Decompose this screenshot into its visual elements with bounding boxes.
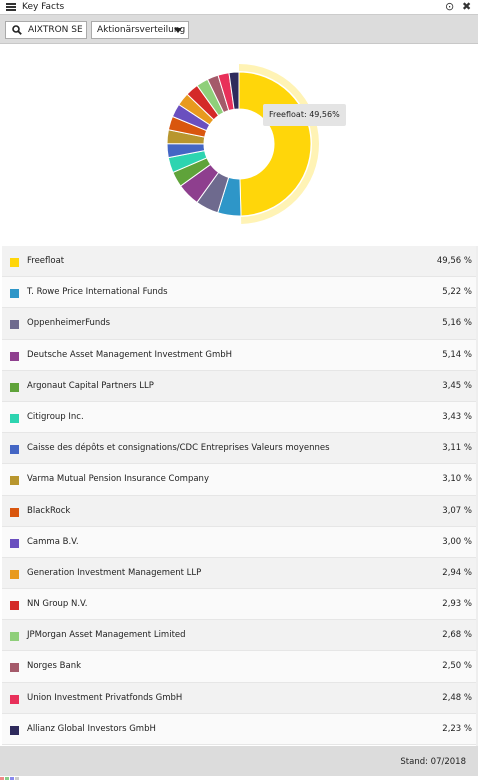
shareholder-name: Generation Investment Management LLP — [27, 567, 202, 578]
list-item[interactable]: Deutsche Asset Management Investment Gmb… — [2, 339, 476, 371]
shareholder-percent: 3,43 % — [442, 411, 472, 422]
shareholder-percent: 2,50 % — [442, 661, 472, 672]
shareholder-percent: 3,10 % — [442, 474, 472, 485]
window-titlebar: Key Facts ⊙ ✖ — [0, 0, 478, 15]
shareholder-percent: 2,48 % — [442, 692, 472, 703]
shareholder-name: Citigroup Inc. — [27, 411, 84, 422]
shareholder-name: Norges Bank — [27, 661, 82, 672]
close-icon[interactable]: ✖ — [462, 0, 472, 13]
list-item[interactable]: Generation Investment Management LLP 2,94… — [2, 557, 476, 590]
shareholder-name: T. Rowe Price International Funds — [27, 287, 168, 298]
list-item[interactable]: JPMorgan Asset Management Limited 2,68 % — [2, 620, 476, 652]
list-item[interactable]: T. Rowe Price International Funds 5,22 % — [2, 277, 476, 309]
chevron-down-icon — [174, 28, 182, 33]
shareholder-name: Allianz Global Investors GmbH — [27, 723, 156, 734]
legend-swatch — [10, 632, 19, 642]
search-icon — [12, 25, 22, 35]
shareholder-percent: 3,07 % — [442, 505, 472, 516]
legend-swatch — [10, 569, 19, 579]
chart-tooltip: Freefloat: 49,56% — [263, 104, 346, 126]
legend-swatch — [10, 507, 19, 517]
shareholder-percent: 49,56 % — [436, 256, 472, 266]
legend-swatch — [10, 725, 19, 735]
list-item[interactable]: BlackRock 3,07 % — [2, 495, 476, 527]
legend-swatch — [10, 694, 19, 704]
view-select-value: Aktionärsverteilung — [97, 25, 186, 35]
shareholder-percent: 5,16 % — [442, 318, 472, 329]
target-icon[interactable]: ⊙ — [445, 0, 455, 13]
scrollbar[interactable] — [476, 246, 478, 746]
legend-swatch — [10, 476, 19, 486]
pie-slice[interactable] — [228, 71, 240, 110]
donut-chart — [166, 64, 320, 224]
shareholder-percent: 2,23 % — [442, 723, 472, 734]
shareholder-percent: 5,14 % — [442, 349, 472, 360]
shareholder-percent: 5,22 % — [442, 287, 472, 298]
shareholder-name: Freefloat — [27, 256, 65, 266]
shareholder-name: JPMorgan Asset Management Limited — [27, 630, 186, 641]
shareholder-name: Argonaut Capital Partners LLP — [27, 380, 154, 391]
shareholder-name: Union Investment Privatfonds GmbH — [27, 692, 183, 703]
legend-swatch — [10, 538, 19, 548]
shareholder-percent: 3,11 % — [442, 443, 472, 454]
shareholder-name: NN Group N.V. — [27, 599, 88, 610]
legend-swatch — [10, 258, 19, 267]
legend-swatch — [10, 382, 19, 392]
shareholder-percent: 2,93 % — [442, 599, 472, 610]
legend-swatch — [10, 320, 19, 330]
toolbar: AIXTRON SE Aktionärsverteilung — [0, 15, 478, 44]
shareholder-percent: 2,94 % — [442, 567, 472, 578]
search-button[interactable]: AIXTRON SE — [5, 21, 87, 39]
legend-swatch — [10, 445, 19, 455]
list-item[interactable]: OppenheimerFunds 5,16 % — [2, 308, 476, 340]
list-item[interactable]: NN Group N.V. 2,93 % — [2, 589, 476, 621]
list-item[interactable]: Union Investment Privatfonds GmbH 2,48 % — [2, 682, 476, 714]
legend-swatch — [10, 351, 19, 361]
shareholder-name: BlackRock — [27, 505, 71, 516]
legend-swatch — [10, 663, 19, 673]
shareholder-name: OppenheimerFunds — [27, 318, 111, 329]
legend-swatch — [10, 289, 19, 299]
shareholder-percent: 2,68 % — [442, 630, 472, 641]
menu-icon[interactable] — [6, 3, 16, 11]
list-item[interactable]: Camma B.V. 3,00 % — [2, 526, 476, 558]
legend-swatch — [10, 413, 19, 423]
list-item[interactable]: Argonaut Capital Partners LLP 3,45 % — [2, 370, 476, 402]
chart-area — [0, 45, 478, 245]
list-item[interactable]: Citigroup Inc. 3,43 % — [2, 401, 476, 434]
list-item[interactable]: Varma Mutual Pension Insurance Company 3,… — [2, 464, 476, 496]
shareholder-list: Freefloat 49,56 % T. Rowe Price Internatio… — [2, 246, 476, 745]
legend-swatch — [10, 601, 19, 611]
footer: Stand: 07/2018 — [0, 746, 478, 780]
shareholder-name: Deutsche Asset Management Investment Gmb… — [27, 349, 233, 360]
view-select[interactable]: Aktionärsverteilung — [91, 21, 189, 39]
window-title: Key Facts — [22, 2, 65, 12]
shareholder-percent: 3,45 % — [442, 380, 472, 391]
list-item[interactable]: Caisse des dépôts et consignations/CDC E… — [2, 433, 476, 465]
list-item[interactable]: Freefloat 49,56 % — [2, 246, 476, 278]
shareholder-percent: 3,00 % — [442, 536, 472, 547]
shareholder-name: Camma B.V. — [27, 536, 79, 547]
list-item[interactable]: Norges Bank 2,50 % — [2, 651, 476, 683]
stand-date: Stand: 07/2018 — [400, 757, 466, 767]
shareholder-name: Caisse des dépôts et consignations/CDC E… — [27, 443, 330, 454]
list-item[interactable]: Allianz Global Investors GmbH 2,23 % — [2, 713, 476, 745]
search-button-label: AIXTRON SE — [28, 25, 83, 35]
shareholder-name: Varma Mutual Pension Insurance Company — [27, 474, 209, 485]
